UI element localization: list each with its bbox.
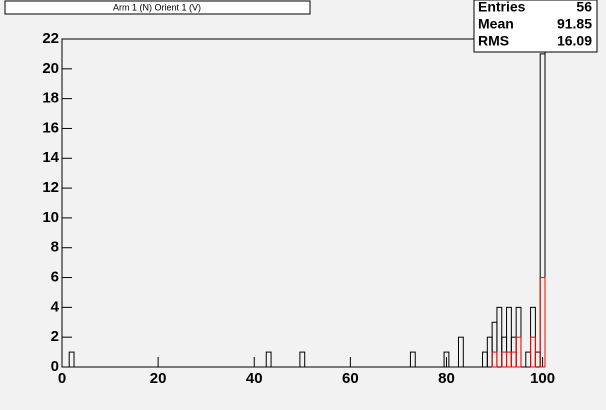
y-tick-label: 20 (42, 60, 59, 77)
histogram-bar (409, 351, 416, 368)
y-tick-label: 18 (42, 90, 59, 107)
x-tick-label: 80 (438, 370, 455, 387)
histogram-bar (539, 277, 546, 368)
y-tick-label: 22 (42, 30, 59, 47)
y-tick-label: 0 (51, 358, 59, 375)
histogram-bar (539, 53, 546, 368)
histogram-bar (457, 336, 464, 368)
histogram-bar (530, 336, 536, 368)
x-tick-label: 0 (58, 370, 66, 387)
stats-value: 56 (576, 0, 592, 15)
x-tick-label: 60 (342, 370, 359, 387)
histogram-bar (515, 336, 522, 368)
y-tick-label: 10 (42, 209, 59, 226)
histogram-bar (534, 351, 541, 368)
histogram-bar (491, 351, 498, 368)
histogram-bar (443, 351, 450, 368)
x-tick-label: 40 (246, 370, 263, 387)
y-tick-label: 6 (51, 269, 59, 286)
stats-value: 16.09 (557, 33, 592, 49)
x-tick-label: 20 (150, 370, 167, 387)
y-tick-label: 16 (42, 119, 59, 136)
histogram-bar (506, 306, 512, 368)
stats-label: RMS (478, 33, 509, 49)
histogram-bar (265, 351, 272, 368)
y-tick-label: 12 (42, 179, 59, 196)
histogram-bar (506, 351, 512, 368)
histogram-bar (525, 351, 532, 368)
histogram-bar (482, 351, 488, 368)
stats-value: 91.85 (557, 16, 592, 32)
histogram-bar (491, 321, 498, 368)
histogram-bar (486, 336, 493, 368)
histogram-bar (510, 351, 517, 368)
stats-box (473, 0, 598, 53)
histogram-bar (496, 306, 503, 368)
stats-label: Entries (478, 0, 526, 15)
y-tick-label: 2 (51, 328, 59, 345)
y-tick-label: 4 (51, 298, 60, 315)
histogram-bar (68, 351, 75, 368)
x-tick-label: 100 (530, 370, 555, 387)
histogram-bar (299, 351, 306, 368)
stats-label: Mean (478, 16, 514, 32)
chart-title: Arm 1 (N) Orient 1 (V) (113, 2, 201, 12)
plot-frame (61, 38, 546, 368)
histogram-bar (501, 351, 508, 368)
y-tick-label: 8 (51, 239, 59, 256)
y-tick-label: 14 (42, 149, 59, 166)
title-box (4, 0, 311, 15)
